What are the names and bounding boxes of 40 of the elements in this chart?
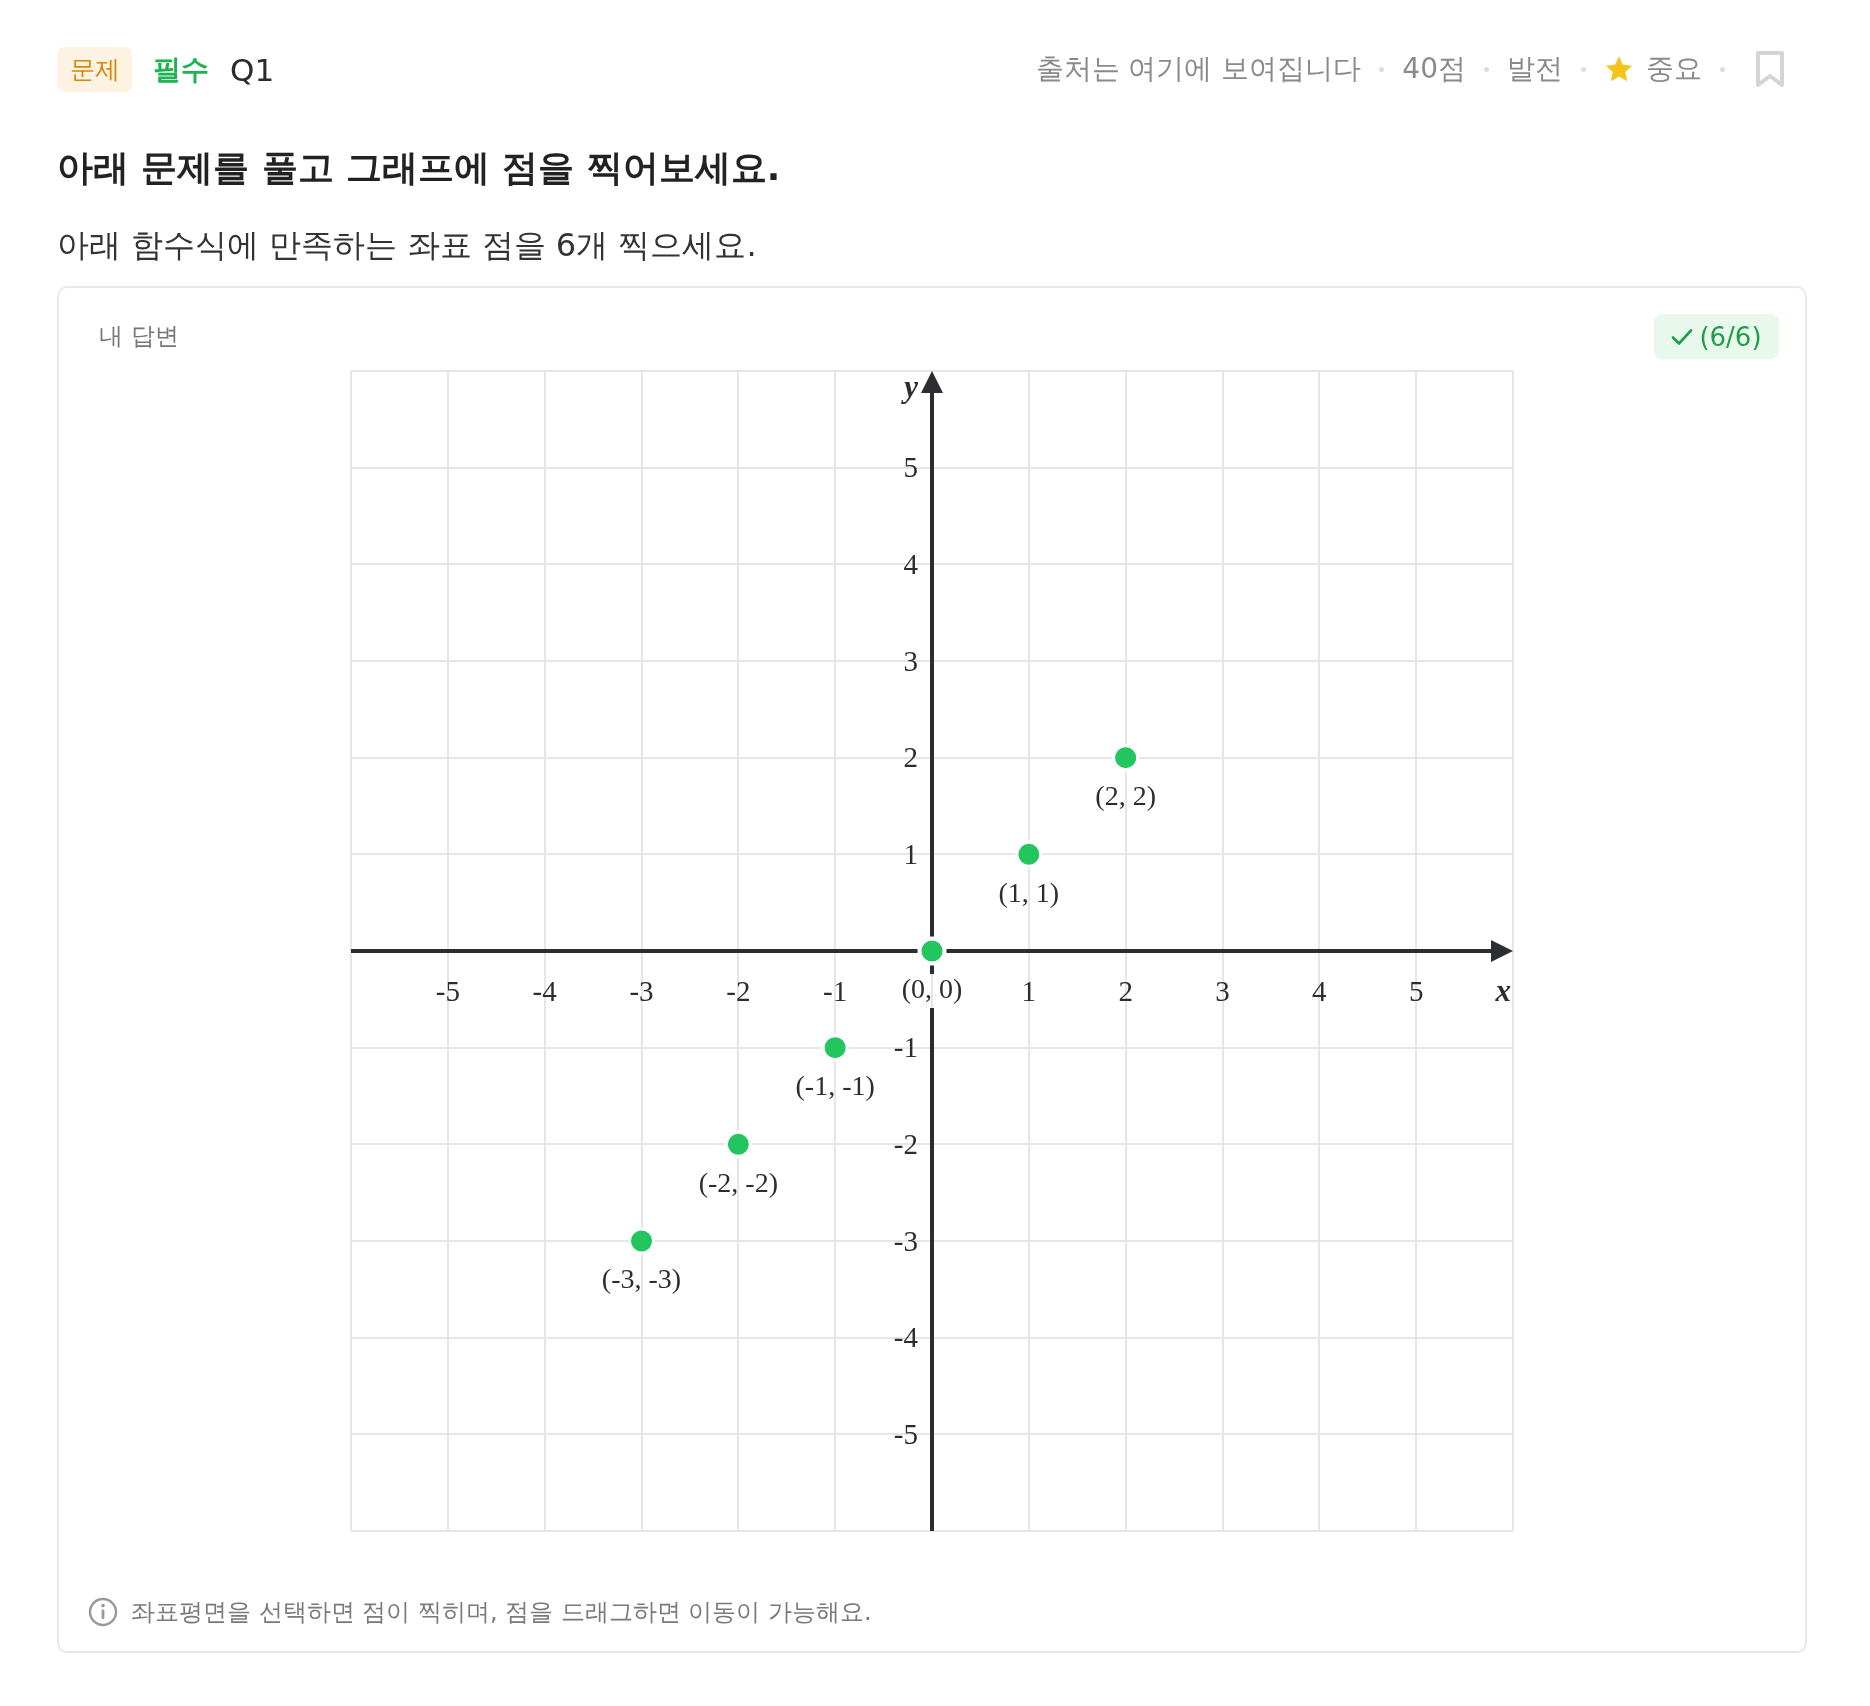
chart-title: 아래 문제를 풀고 그래프에 점을 찍어보세요. [57,147,781,188]
text: Q1 [230,51,275,88]
x-tick-label: 3 [1215,974,1230,1007]
text: 발전 [1507,51,1563,87]
x-tick-label: 5 [1408,974,1424,1007]
text: 문제 [57,47,132,92]
x-tick-label: -2 [726,974,751,1007]
x-tick-label: -3 [629,974,654,1007]
x-tick-label: 1 [1021,974,1037,1007]
data-label: (-2, -2) [698,1166,778,1198]
x-tick-label: 4 [1312,974,1328,1007]
x-tick-label: -5 [435,974,460,1007]
y-axis-title: y [900,369,919,405]
y-tick-label: 4 [903,547,919,580]
y-tick-label: -1 [893,1031,918,1064]
text: (6/6) [1699,321,1762,352]
chart-subtitle: 아래 함수식에 만족하는 좌표 점을 6개 찍으세요. [57,226,757,264]
y-tick-label: 1 [903,837,918,870]
y-tick-label: -5 [893,1417,918,1450]
y-tick-label: -3 [893,1224,918,1257]
data-label: (-1, -1) [795,1070,875,1102]
y-tick-label: 5 [903,451,918,484]
data-label: (-3, -3) [601,1263,682,1295]
data-label: (0, 0) [901,973,963,1005]
text: 출처는 여기에 보여집니다 [1035,51,1362,87]
text: 좌표평면을 선택하면 점이 찍히며, 점을 드래그하면 이동이 가능해요. [131,1597,872,1628]
text: 내 답변 [99,322,179,350]
y-tick-label: 3 [903,644,918,677]
x-tick-label: -4 [532,974,558,1007]
text: 필수 [153,51,209,88]
data-label: (2, 2) [1095,780,1156,812]
text: 40점 [1402,51,1466,87]
y-tick-label: 2 [903,741,918,774]
y-tick-label: -2 [893,1127,918,1160]
x-tick-label: -1 [823,974,848,1007]
x-tick-label: 2 [1118,974,1133,1007]
y-tick-label: -4 [893,1321,919,1354]
data-label: (1, 1) [998,876,1060,908]
text: 중요 [1646,51,1702,87]
x-axis-title: x [1494,973,1511,1009]
